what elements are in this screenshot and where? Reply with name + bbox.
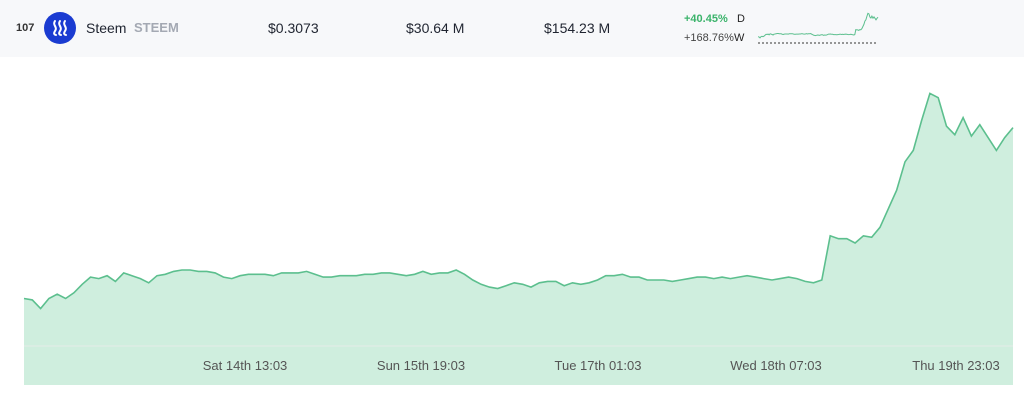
steem-logo-icon (44, 12, 76, 44)
coin-symbol: STEEM (134, 20, 179, 35)
coin-row[interactable]: 107 Steem STEEM $0.3073 $30.64 M $154.23… (0, 0, 1024, 57)
rank: 107 (16, 22, 35, 34)
x-tick-label: Sun 15th 19:03 (376, 358, 466, 373)
price-chart (23, 92, 1014, 386)
change-day-label: D (737, 13, 745, 25)
sparkline (758, 12, 879, 44)
chart-area (24, 93, 1013, 386)
x-tick-label: Wed 18th 07:03 (730, 358, 822, 373)
change-week: +168.76% (684, 32, 734, 44)
change-day: +40.45% (684, 13, 728, 25)
x-tick-label: Sat 14th 13:03 (202, 358, 288, 373)
change-week-label: W (734, 32, 745, 44)
price: $0.3073 (268, 20, 319, 36)
volume: $30.64 M (406, 20, 465, 36)
x-tick-label: Tue 17th 01:03 (554, 358, 642, 373)
chart-line (23, 92, 1014, 310)
coin-name[interactable]: Steem (86, 20, 127, 36)
market-cap: $154.23 M (544, 20, 611, 36)
x-tick-label: Thu 19th 23:03 (912, 358, 1000, 373)
sparkline-line (758, 12, 879, 39)
